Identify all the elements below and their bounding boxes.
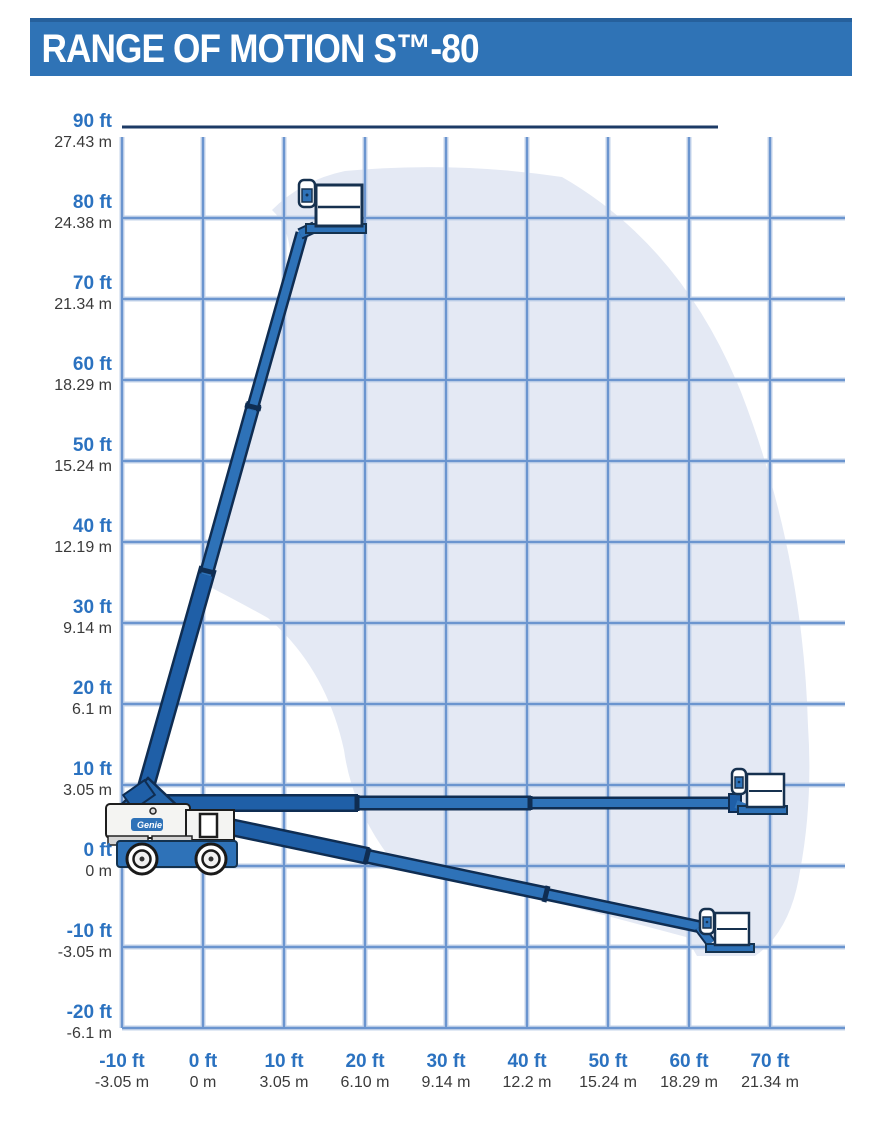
- x-tick-0ft: 0 ft 0 m: [158, 1051, 248, 1093]
- x-tick-m: 21.34 m: [741, 1074, 799, 1091]
- y-tick-ft: 80 ft: [72, 192, 112, 213]
- y-tick-30ft: 30 ft 9.14 m: [8, 597, 112, 639]
- boom-raised: [133, 231, 309, 804]
- x-tick-ft: 60 ft: [669, 1051, 709, 1072]
- y-tick-m: 27.43 m: [54, 134, 112, 151]
- y-tick-40ft: 40 ft 12.19 m: [8, 516, 112, 558]
- boom-horizontal: [150, 794, 738, 812]
- work-envelope-area: [206, 167, 810, 957]
- y-tick-0ft: 0 ft 0 m: [8, 840, 113, 882]
- boom-lift-machine: Genie: [105, 776, 238, 876]
- platform-lowered: [694, 907, 755, 953]
- y-tick-90ft: 90 ft 27.43 m: [8, 111, 112, 153]
- y-tick-neg10ft: -10 ft -3.05 m: [8, 921, 112, 963]
- y-tick-m: 3.05 m: [63, 782, 112, 799]
- x-tick-m: 18.29 m: [660, 1074, 718, 1091]
- y-tick-50ft: 50 ft 15.24 m: [8, 435, 112, 477]
- x-tick-m: 3.05 m: [259, 1074, 309, 1091]
- platform-horizontal: [728, 767, 788, 815]
- y-tick-80ft: 80 ft 24.38 m: [8, 192, 112, 234]
- platform-raised: [297, 178, 367, 240]
- y-tick-m: -6.1 m: [66, 1025, 112, 1042]
- chart-title-bar: RANGE OF MOTION S™-80: [30, 18, 852, 76]
- x-tick-ft: 50 ft: [588, 1051, 628, 1072]
- x-tick-50ft: 50 ft 15.24 m: [563, 1051, 653, 1093]
- x-tick-ft: 0 ft: [188, 1051, 218, 1072]
- x-tick-10ft: 10 ft 3.05 m: [239, 1051, 329, 1093]
- x-tick-ft: 30 ft: [426, 1051, 466, 1072]
- x-tick-m: 6.10 m: [340, 1074, 390, 1091]
- boom-pivot: [121, 778, 157, 812]
- brand-label: Genie: [137, 820, 162, 830]
- y-tick-m: 18.29 m: [54, 377, 112, 394]
- y-tick-m: 0 m: [85, 863, 112, 880]
- wheel-rear: [125, 842, 159, 876]
- y-tick-ft: 10 ft: [72, 759, 112, 780]
- x-tick-ft: 40 ft: [507, 1051, 547, 1072]
- x-tick-40ft: 40 ft 12.2 m: [482, 1051, 572, 1093]
- x-tick-m: 15.24 m: [579, 1074, 637, 1091]
- y-tick-ft: -20 ft: [66, 1002, 112, 1023]
- y-tick-ft: -10 ft: [66, 921, 112, 942]
- x-tick-70ft: 70 ft 21.34 m: [725, 1051, 815, 1093]
- x-tick-20ft: 20 ft 6.10 m: [320, 1051, 410, 1093]
- y-tick-10ft: 10 ft 3.05 m: [8, 759, 112, 801]
- x-tick-ft: -10 ft: [99, 1051, 145, 1072]
- x-tick-m: 12.2 m: [502, 1074, 552, 1091]
- wheel-front: [194, 842, 228, 876]
- x-tick-60ft: 60 ft 18.29 m: [644, 1051, 734, 1093]
- exhaust-cap: [149, 807, 157, 815]
- housing-panel: [198, 812, 219, 839]
- y-tick-neg20ft: -20 ft -6.1 m: [8, 1002, 112, 1044]
- x-tick-m: -3.05 m: [94, 1074, 150, 1091]
- y-tick-m: -3.05 m: [57, 944, 112, 961]
- x-tick-m: 9.14 m: [421, 1074, 471, 1091]
- y-tick-m: 12.19 m: [54, 539, 112, 556]
- basket: [314, 183, 364, 228]
- x-tick-ft: 70 ft: [750, 1051, 790, 1072]
- x-tick-ft: 10 ft: [264, 1051, 304, 1072]
- y-tick-m: 24.38 m: [54, 215, 112, 232]
- y-tick-20ft: 20 ft 6.1 m: [8, 678, 112, 720]
- y-tick-ft: 70 ft: [72, 273, 112, 294]
- y-tick-70ft: 70 ft 21.34 m: [8, 273, 112, 315]
- y-tick-ft: 40 ft: [72, 516, 112, 537]
- x-tick-ft: 20 ft: [345, 1051, 385, 1072]
- y-tick-m: 6.1 m: [71, 701, 112, 718]
- y-tick-ft: 60 ft: [72, 354, 112, 375]
- y-tick-ft: 20 ft: [72, 678, 112, 699]
- y-tick-m: 15.24 m: [54, 458, 112, 475]
- y-tick-ft: 50 ft: [72, 435, 112, 456]
- y-tick-ft: 30 ft: [72, 597, 112, 618]
- x-tick-neg10ft: -10 ft -3.05 m: [77, 1051, 167, 1093]
- brand-badge: [131, 818, 163, 831]
- x-tick-m: 0 m: [189, 1074, 217, 1091]
- y-tick-m: 9.14 m: [63, 620, 112, 637]
- y-tick-ft: 90 ft: [72, 111, 112, 132]
- y-tick-ft: 0 ft: [83, 840, 113, 861]
- x-tick-30ft: 30 ft 9.14 m: [401, 1051, 491, 1093]
- y-tick-60ft: 60 ft 18.29 m: [8, 354, 112, 396]
- chart-title: RANGE OF MOTION S™-80: [41, 26, 479, 71]
- y-tick-m: 21.34 m: [54, 296, 112, 313]
